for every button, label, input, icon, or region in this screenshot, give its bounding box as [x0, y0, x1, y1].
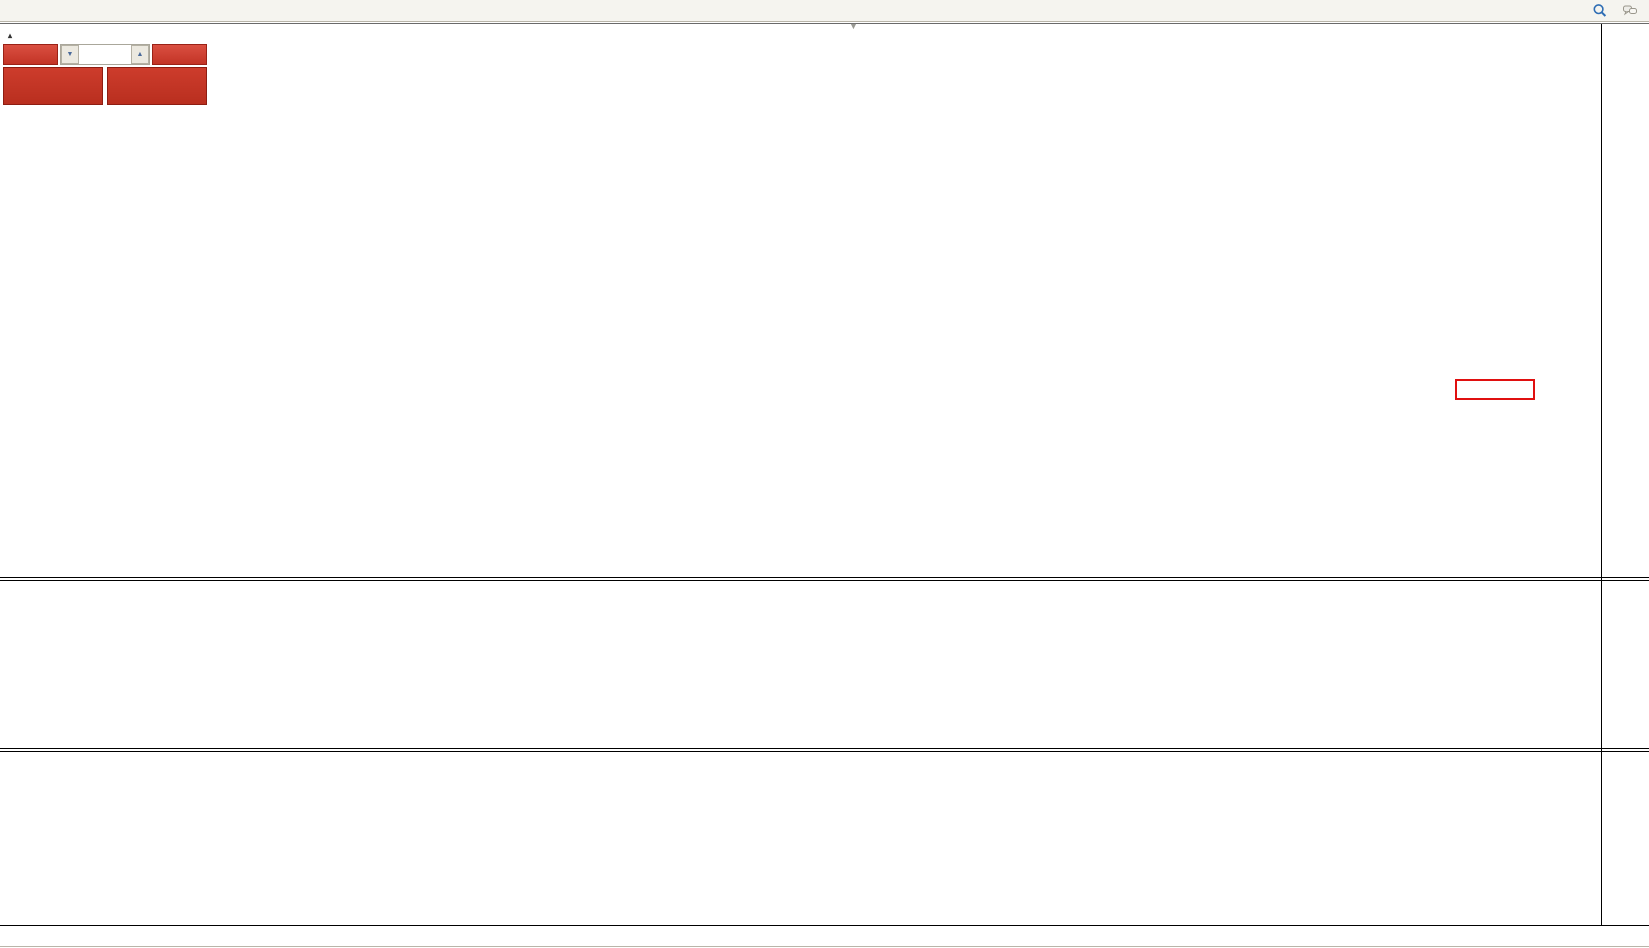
chat-icon[interactable] [1619, 1, 1641, 21]
chart-frame-top [0, 23, 1649, 24]
chart-title: ▴ [8, 29, 23, 41]
chart-symbol-icon: ▴ [8, 31, 13, 40]
buy-button[interactable] [152, 44, 207, 65]
volume-down-button[interactable]: ▼ [61, 45, 79, 64]
volume-stepper: ▼ ▲ [60, 44, 150, 65]
chart-frame-bottom [0, 946, 1649, 947]
toolbar [0, 0, 1649, 22]
price-callout [1455, 379, 1535, 400]
sell-button[interactable] [3, 44, 58, 65]
volume-field[interactable] [79, 45, 131, 64]
price-axis-line [1601, 24, 1602, 925]
pane-separator[interactable] [0, 751, 1649, 752]
toolbar-right-group [1589, 1, 1641, 21]
pane-separator[interactable] [0, 580, 1649, 581]
one-click-trading-panel: ▼ ▲ [3, 44, 207, 105]
volume-up-button[interactable]: ▲ [131, 45, 149, 64]
pane-separator[interactable] [0, 748, 1649, 749]
sell-price-box[interactable] [3, 67, 103, 105]
time-axis-line [0, 925, 1649, 926]
buy-price-box[interactable] [107, 67, 207, 105]
pane-separator[interactable] [0, 577, 1649, 578]
search-icon[interactable] [1589, 1, 1611, 21]
splitter-arrow-icon[interactable]: ▼ [849, 21, 858, 31]
